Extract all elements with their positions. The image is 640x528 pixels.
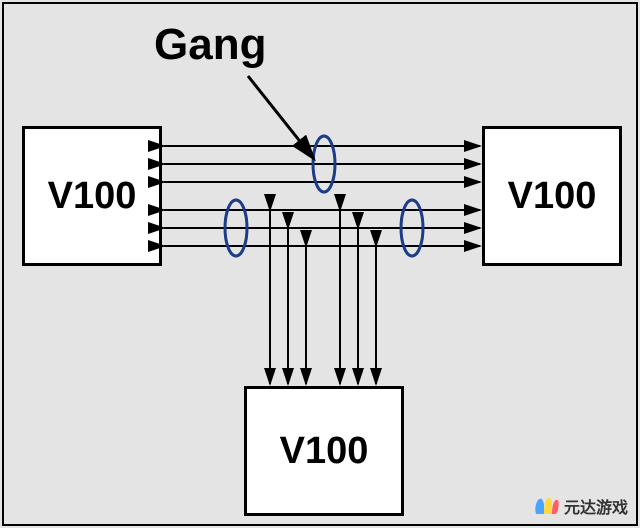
node-left: V100 — [22, 126, 162, 266]
node-right-label: V100 — [508, 175, 597, 218]
node-bottom: V100 — [244, 386, 404, 516]
node-bottom-label: V100 — [280, 430, 369, 473]
watermark-logo-icon — [532, 496, 560, 516]
watermark-text: 元达游戏 — [564, 494, 628, 518]
node-left-label: V100 — [48, 175, 137, 218]
diagram-frame: Gang V100 V100 V100 元达游戏 — [2, 2, 638, 526]
watermark: 元达游戏 — [532, 494, 628, 518]
gang-title: Gang — [154, 20, 266, 70]
node-right: V100 — [482, 126, 622, 266]
